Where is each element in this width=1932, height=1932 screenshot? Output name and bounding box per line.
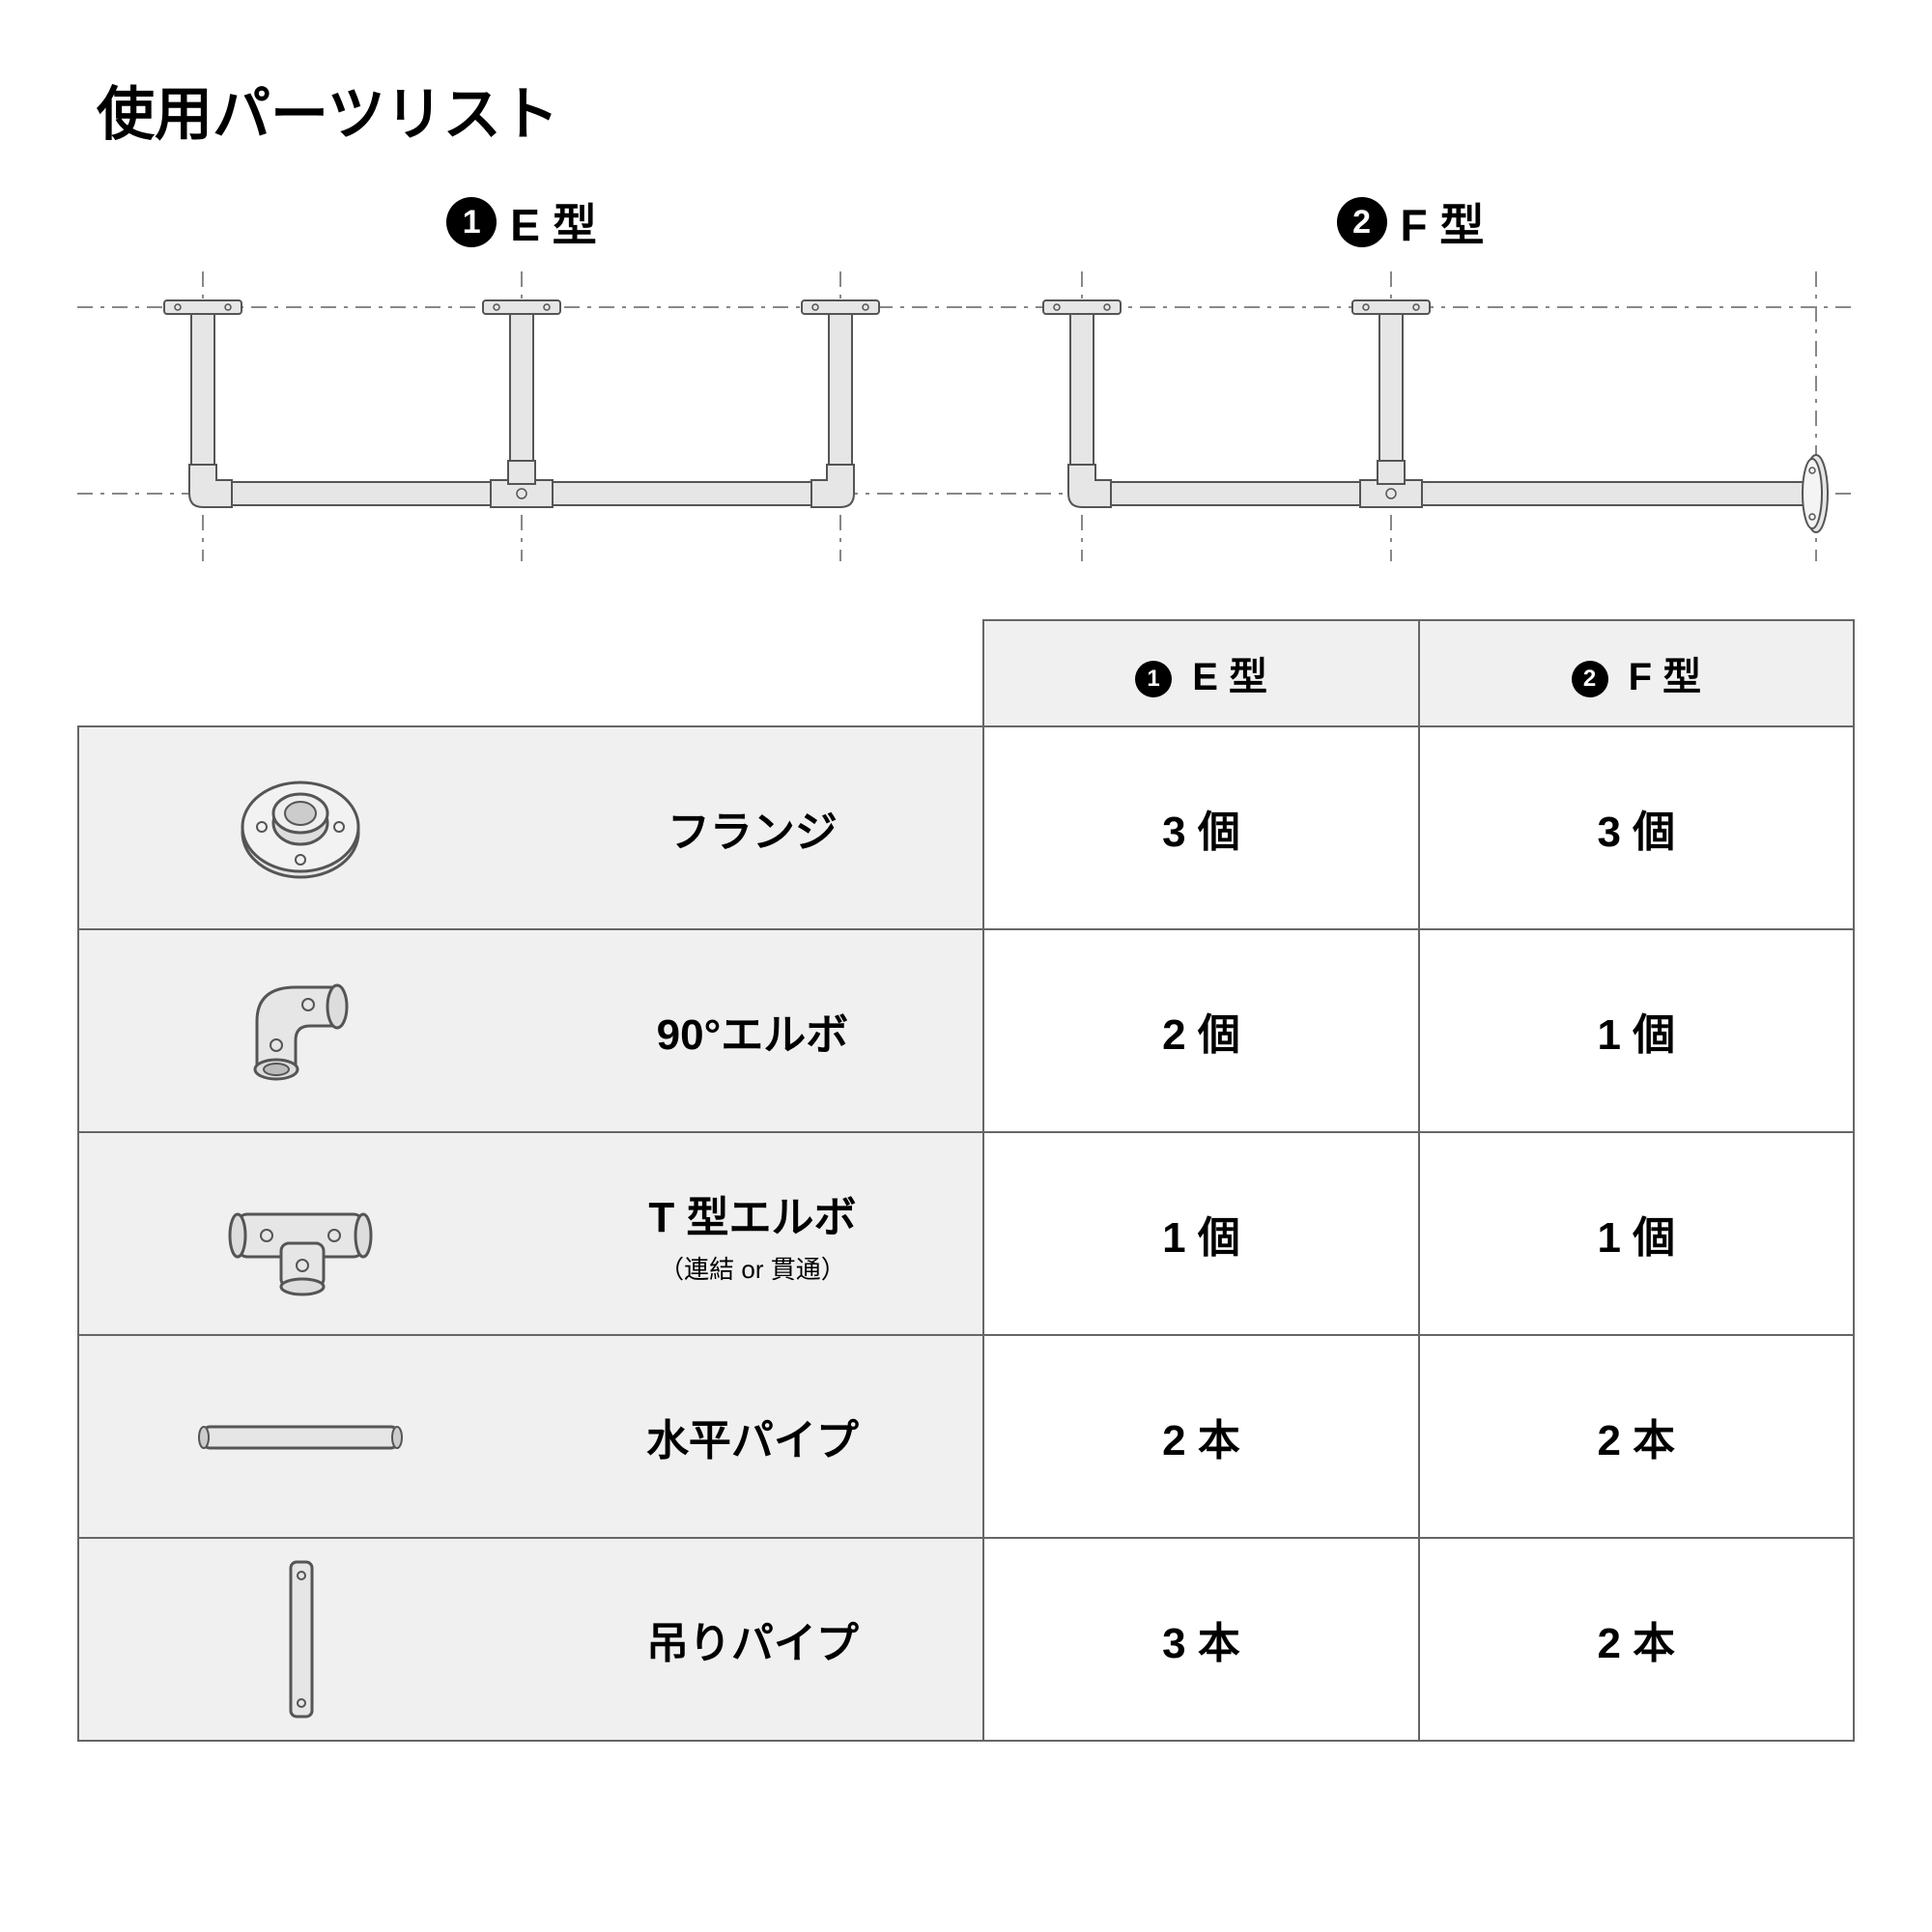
diagram-f <box>966 271 1855 561</box>
table-row: 水平パイプ 2 本 2 本 <box>78 1335 1854 1538</box>
col-header-e: 1 E 型 <box>983 620 1418 726</box>
table-row: T 型エルボ（連結 or 貫通） 1 個 1 個 <box>78 1132 1854 1335</box>
col-header-f: 2 F 型 <box>1419 620 1854 726</box>
col-badge-2: 2 <box>1572 661 1608 697</box>
part-name: 水平パイプ <box>523 1335 984 1538</box>
part-name: T 型エルボ（連結 or 貫通） <box>523 1132 984 1335</box>
col-badge-1: 1 <box>1135 661 1172 697</box>
table-blank-header <box>78 620 983 726</box>
diagram-headers: 1 E 型 2 F 型 <box>77 190 1855 254</box>
page-title: 使用パーツリスト <box>97 68 1855 152</box>
qty-e: 3 本 <box>983 1538 1418 1741</box>
qty-e: 2 本 <box>983 1335 1418 1538</box>
part-icon-elbow <box>78 929 523 1132</box>
qty-f: 3 個 <box>1419 726 1854 929</box>
qty-f: 1 個 <box>1419 1132 1854 1335</box>
table-row: フランジ 3 個 3 個 <box>78 726 1854 929</box>
qty-f: 1 個 <box>1419 929 1854 1132</box>
qty-f: 2 本 <box>1419 1335 1854 1538</box>
type-label-2: F 型 <box>1401 190 1485 254</box>
col-label-2: F 型 <box>1629 656 1702 698</box>
diagram-e <box>77 271 966 561</box>
part-icon-tee <box>78 1132 523 1335</box>
diagram-header-f: 2 F 型 <box>966 190 1855 254</box>
type-badge-2: 2 <box>1337 197 1387 247</box>
part-icon-hpipe <box>78 1335 523 1538</box>
col-label-1: E 型 <box>1192 656 1267 698</box>
part-name: フランジ <box>523 726 984 929</box>
table-row: 吊りパイプ 3 本 2 本 <box>78 1538 1854 1741</box>
type-badge-1: 1 <box>446 197 497 247</box>
part-icon-vpipe <box>78 1538 523 1741</box>
part-name: 90°エルボ <box>523 929 984 1132</box>
part-icon-flange <box>78 726 523 929</box>
type-label-1: E 型 <box>510 190 596 254</box>
table-row: 90°エルボ 2 個 1 個 <box>78 929 1854 1132</box>
qty-f: 2 本 <box>1419 1538 1854 1741</box>
parts-table: 1 E 型 2 F 型 フランジ 3 個 3 個 <box>77 619 1855 1742</box>
diagram-header-e: 1 E 型 <box>77 190 966 254</box>
qty-e: 2 個 <box>983 929 1418 1132</box>
part-name: 吊りパイプ <box>523 1538 984 1741</box>
qty-e: 3 個 <box>983 726 1418 929</box>
qty-e: 1 個 <box>983 1132 1418 1335</box>
